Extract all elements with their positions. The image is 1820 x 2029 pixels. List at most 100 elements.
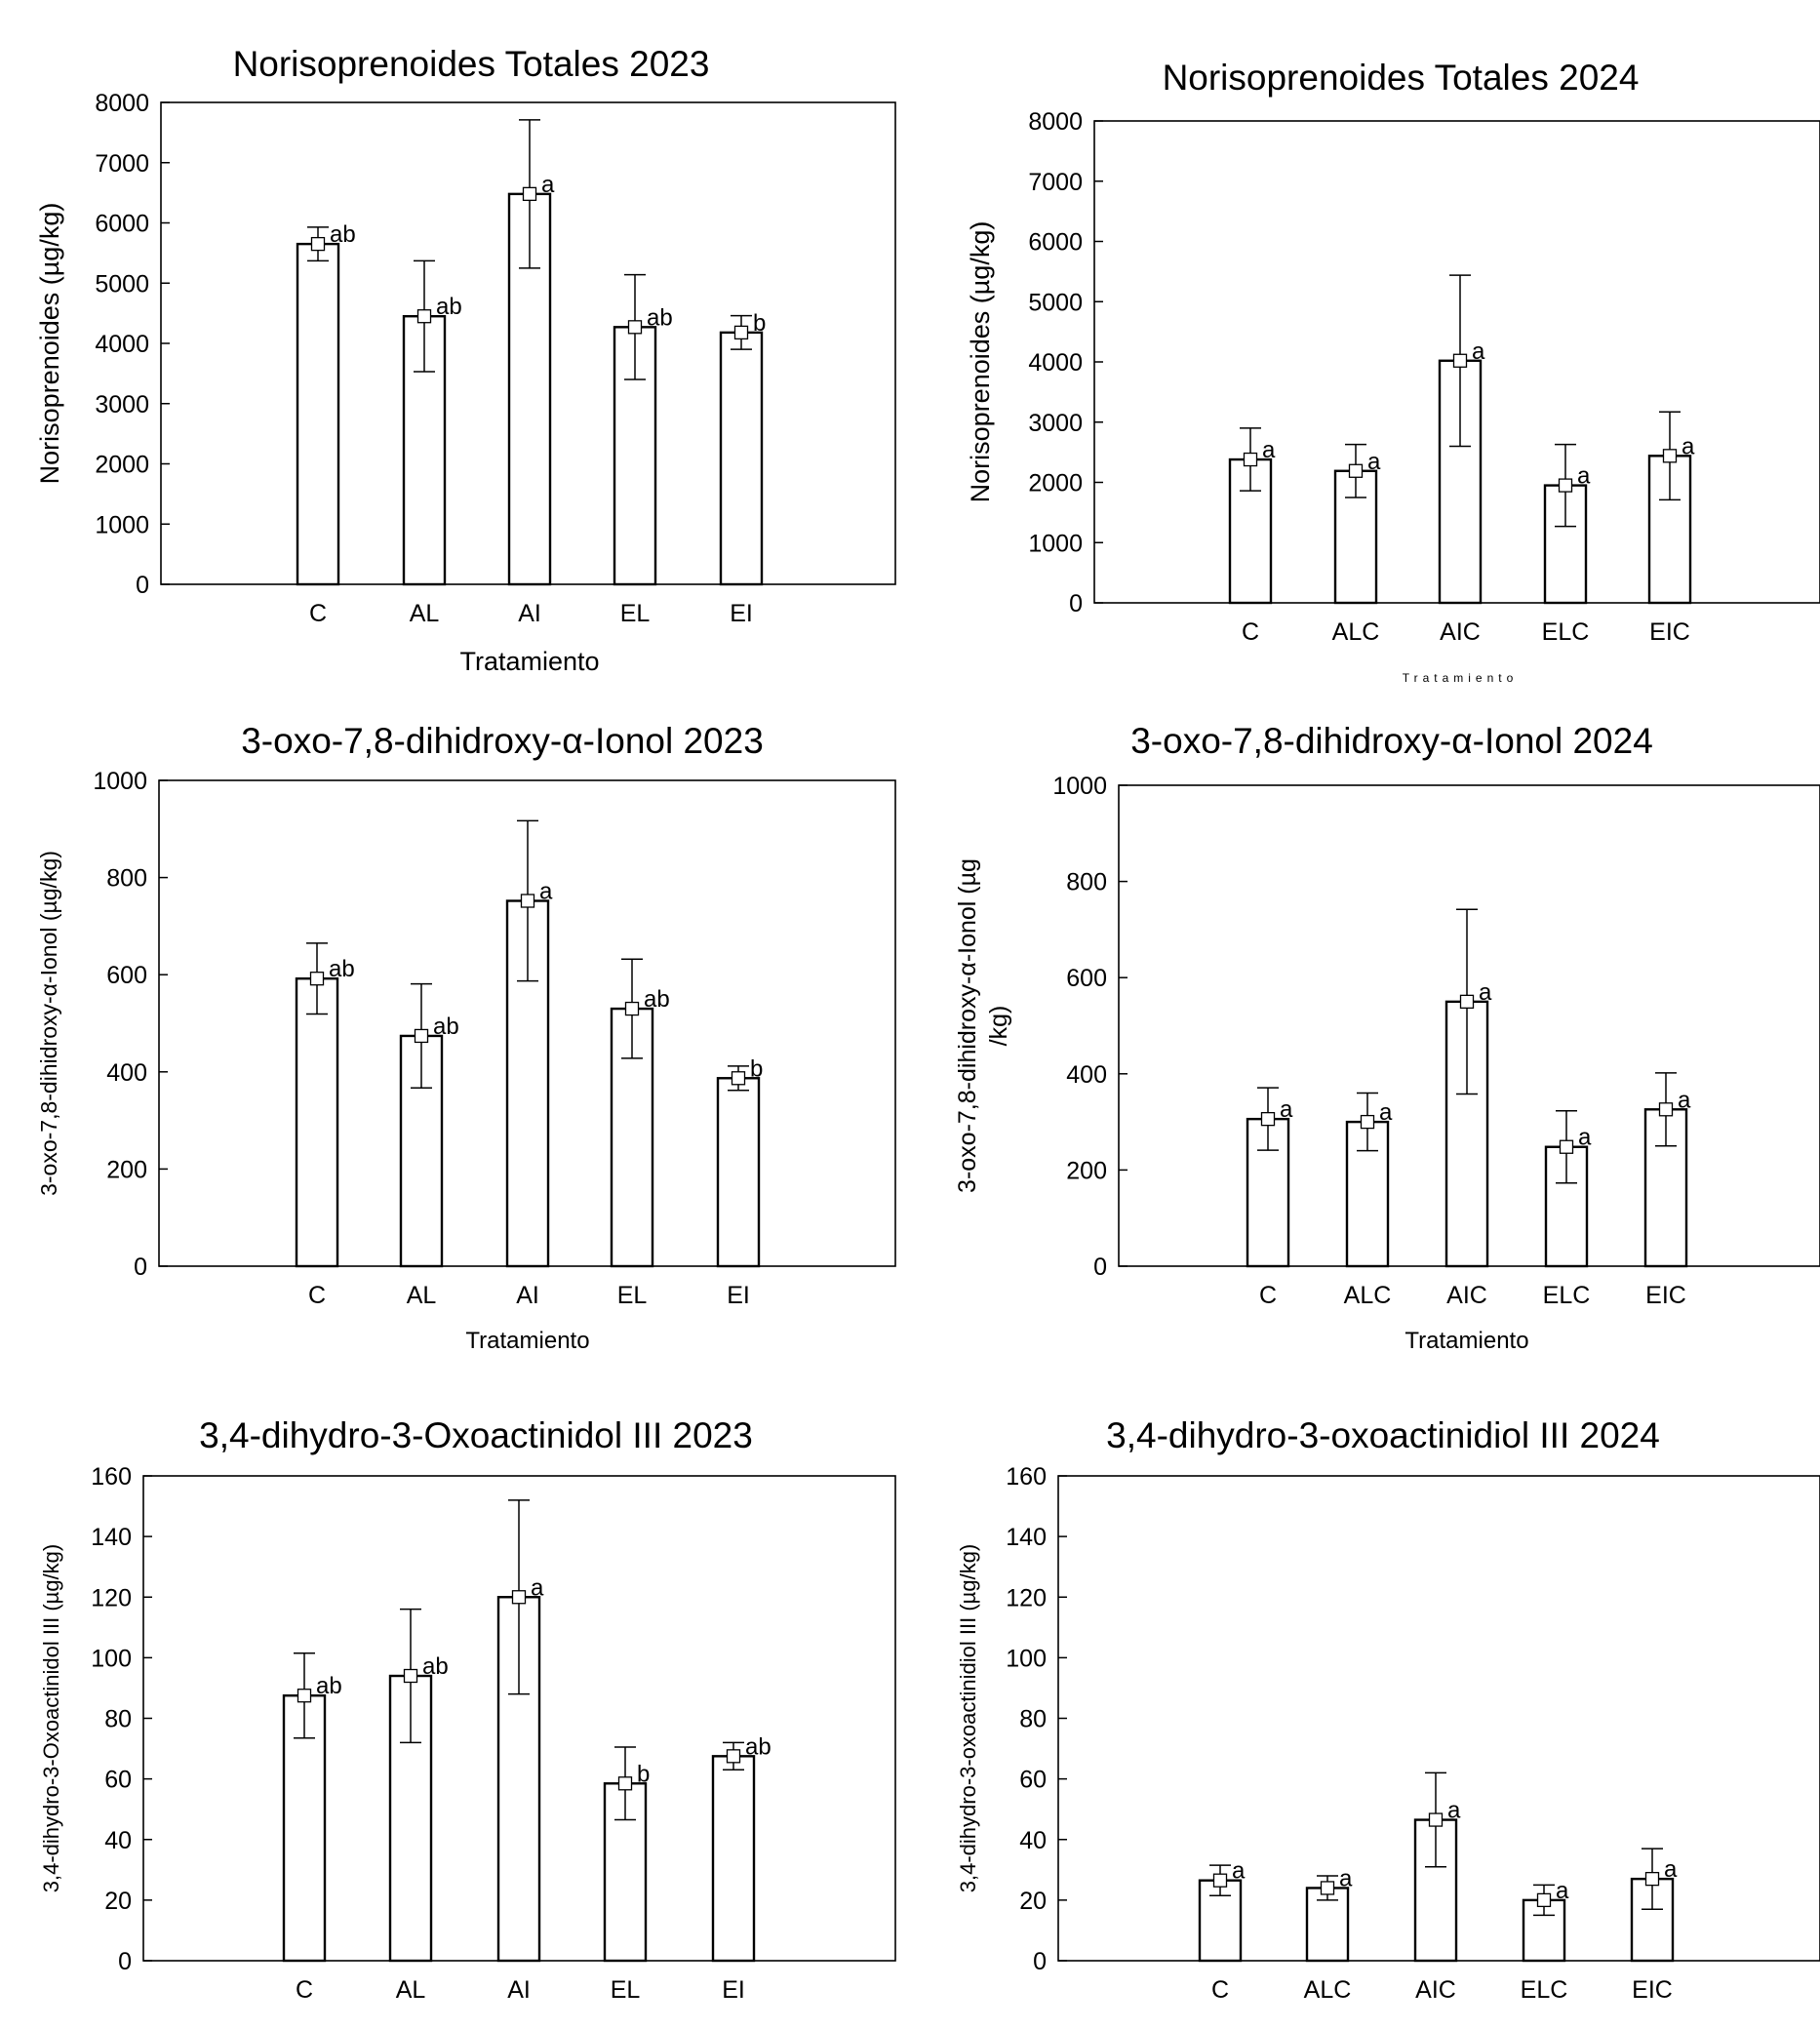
significance-letter: ab bbox=[330, 221, 356, 248]
y-tick-label: 5000 bbox=[1028, 289, 1083, 316]
y-tick-label: 4000 bbox=[1028, 349, 1083, 377]
y-axis-label: Norisoprenoides (µg/kg) bbox=[966, 221, 995, 503]
y-tick-label: 0 bbox=[136, 572, 149, 599]
x-tick-label: C bbox=[1259, 1282, 1277, 1309]
y-tick-label: 60 bbox=[1019, 1767, 1047, 1794]
y-tick-label: 160 bbox=[1006, 1463, 1047, 1491]
significance-letter: ab bbox=[329, 956, 355, 982]
y-axis-label: 3-oxo-7,8-dihidroxy-α-Ionol (µg bbox=[954, 858, 981, 1193]
mean-marker bbox=[1260, 1111, 1276, 1127]
significance-letter: a bbox=[1339, 1865, 1353, 1891]
y-axis-label: Norisoprenoides (µg/kg) bbox=[35, 203, 64, 485]
significance-letter: a bbox=[539, 879, 553, 905]
x-tick-label: AL bbox=[396, 1976, 426, 2004]
chart-title: 3,4-dihydro-3-oxoactinidiol III 2024 bbox=[1106, 1415, 1660, 1455]
y-tick-label: 3000 bbox=[1028, 410, 1083, 437]
y-tick-label: 800 bbox=[106, 865, 147, 893]
x-axis-label: Tratamiento bbox=[1405, 1328, 1528, 1354]
mean-marker bbox=[1212, 1873, 1228, 1888]
significance-letter: a bbox=[531, 1574, 544, 1601]
y-tick-label: 7000 bbox=[1028, 169, 1083, 196]
y-tick-label: 0 bbox=[134, 1253, 147, 1281]
significance-letter: a bbox=[1664, 1856, 1678, 1883]
x-tick-label: ELC bbox=[1542, 618, 1590, 646]
mean-marker bbox=[1459, 994, 1475, 1009]
bar bbox=[716, 1077, 761, 1268]
mean-marker bbox=[522, 186, 537, 202]
x-axis-label: Tratamiento bbox=[1403, 671, 1519, 685]
significance-letter: a bbox=[1578, 1125, 1592, 1151]
x-tick-label: ELC bbox=[1543, 1282, 1591, 1309]
bar bbox=[610, 1007, 654, 1268]
mean-marker bbox=[1360, 1114, 1375, 1130]
mean-marker bbox=[403, 1668, 418, 1684]
chart-panel-6: 3,4-dihydro-3-oxoactinidiol III 2024 0 20 4… bbox=[956, 1415, 1820, 2029]
y-tick-label: 6000 bbox=[95, 211, 149, 238]
mean-marker bbox=[1644, 1871, 1660, 1887]
y-tick-label: 400 bbox=[1066, 1061, 1107, 1089]
significance-letter: a bbox=[1232, 1858, 1246, 1885]
y-tick-label: 600 bbox=[1066, 965, 1107, 992]
mean-marker bbox=[1243, 452, 1258, 467]
y-tick-label: 3000 bbox=[95, 391, 149, 418]
significance-letter: a bbox=[1280, 1096, 1293, 1123]
significance-letter: ab bbox=[316, 1673, 342, 1699]
significance-letter: b bbox=[753, 310, 766, 337]
y-tick-label: 1000 bbox=[93, 768, 147, 795]
x-tick-label: EIC bbox=[1645, 1282, 1686, 1309]
y-tick-label: 800 bbox=[1066, 869, 1107, 896]
y-tick-label: 80 bbox=[104, 1706, 132, 1733]
significance-letter: a bbox=[1479, 979, 1492, 1006]
y-tick-label: 120 bbox=[1006, 1584, 1047, 1611]
y-tick-label: 8000 bbox=[95, 90, 149, 117]
mean-marker bbox=[624, 1001, 640, 1016]
mean-marker bbox=[1348, 463, 1364, 478]
mean-marker bbox=[731, 1071, 746, 1086]
significance-letter: a bbox=[1682, 433, 1695, 459]
bar bbox=[1643, 1108, 1688, 1268]
y-tick-label: 1000 bbox=[95, 511, 149, 538]
mean-marker bbox=[1559, 1139, 1574, 1154]
chart-panel-1: Norisoprenoides Totales 2023 0 1000 2000 300… bbox=[35, 44, 896, 676]
y-tick-label: 5000 bbox=[95, 270, 149, 298]
bar bbox=[719, 331, 764, 586]
chart-title: 3,4-dihydro-3-Oxoactinidol III 2023 bbox=[199, 1415, 753, 1455]
significance-letter: a bbox=[1472, 338, 1485, 365]
y-tick-label: 0 bbox=[1093, 1253, 1107, 1281]
x-tick-label: ALC bbox=[1304, 1976, 1352, 2004]
mean-marker bbox=[1428, 1812, 1444, 1827]
y-tick-label: 20 bbox=[1019, 1888, 1047, 1915]
y-tick-label: 140 bbox=[91, 1524, 132, 1551]
bar bbox=[282, 1694, 327, 1963]
x-tick-label: ALC bbox=[1332, 618, 1380, 646]
mean-marker bbox=[520, 894, 535, 908]
y-tick-label: 1000 bbox=[1052, 773, 1107, 800]
y-axis-label: 3,4-dihydro-3-oxoactinidiol III (µg/kg) bbox=[956, 1544, 980, 1893]
x-tick-label: AI bbox=[516, 1282, 539, 1309]
x-tick-label: C bbox=[308, 1282, 326, 1309]
significance-letter: a bbox=[1556, 1878, 1569, 1904]
mean-marker bbox=[1452, 353, 1468, 368]
chart-title: 3-oxo-7,8-dihidroxy-α-Ionol 2024 bbox=[1130, 721, 1653, 761]
significance-letter: ab bbox=[422, 1653, 449, 1680]
x-tick-label: C bbox=[296, 1976, 313, 2004]
bar bbox=[295, 976, 339, 1268]
y-tick-label: 400 bbox=[106, 1059, 147, 1087]
mean-marker bbox=[297, 1689, 312, 1703]
x-tick-label: EI bbox=[722, 1976, 745, 2004]
x-tick-label: AIC bbox=[1446, 1282, 1487, 1309]
chart-panel-2: Norisoprenoides Totales 2024 0 1000 2000 300… bbox=[966, 58, 1820, 685]
y-tick-label: 1000 bbox=[1028, 530, 1083, 557]
mean-marker bbox=[310, 236, 326, 252]
y-axis-label: /kg) bbox=[985, 1006, 1012, 1047]
significance-letter: a bbox=[1367, 449, 1381, 475]
significance-letter: ab bbox=[745, 1733, 772, 1760]
y-tick-label: 8000 bbox=[1028, 108, 1083, 136]
significance-letter: a bbox=[1262, 437, 1276, 463]
x-tick-label: C bbox=[1242, 618, 1259, 646]
x-tick-label: AL bbox=[407, 1282, 437, 1309]
mean-marker bbox=[627, 320, 643, 335]
x-tick-label: ELC bbox=[1521, 1976, 1568, 2004]
x-tick-label: ALC bbox=[1344, 1282, 1392, 1309]
